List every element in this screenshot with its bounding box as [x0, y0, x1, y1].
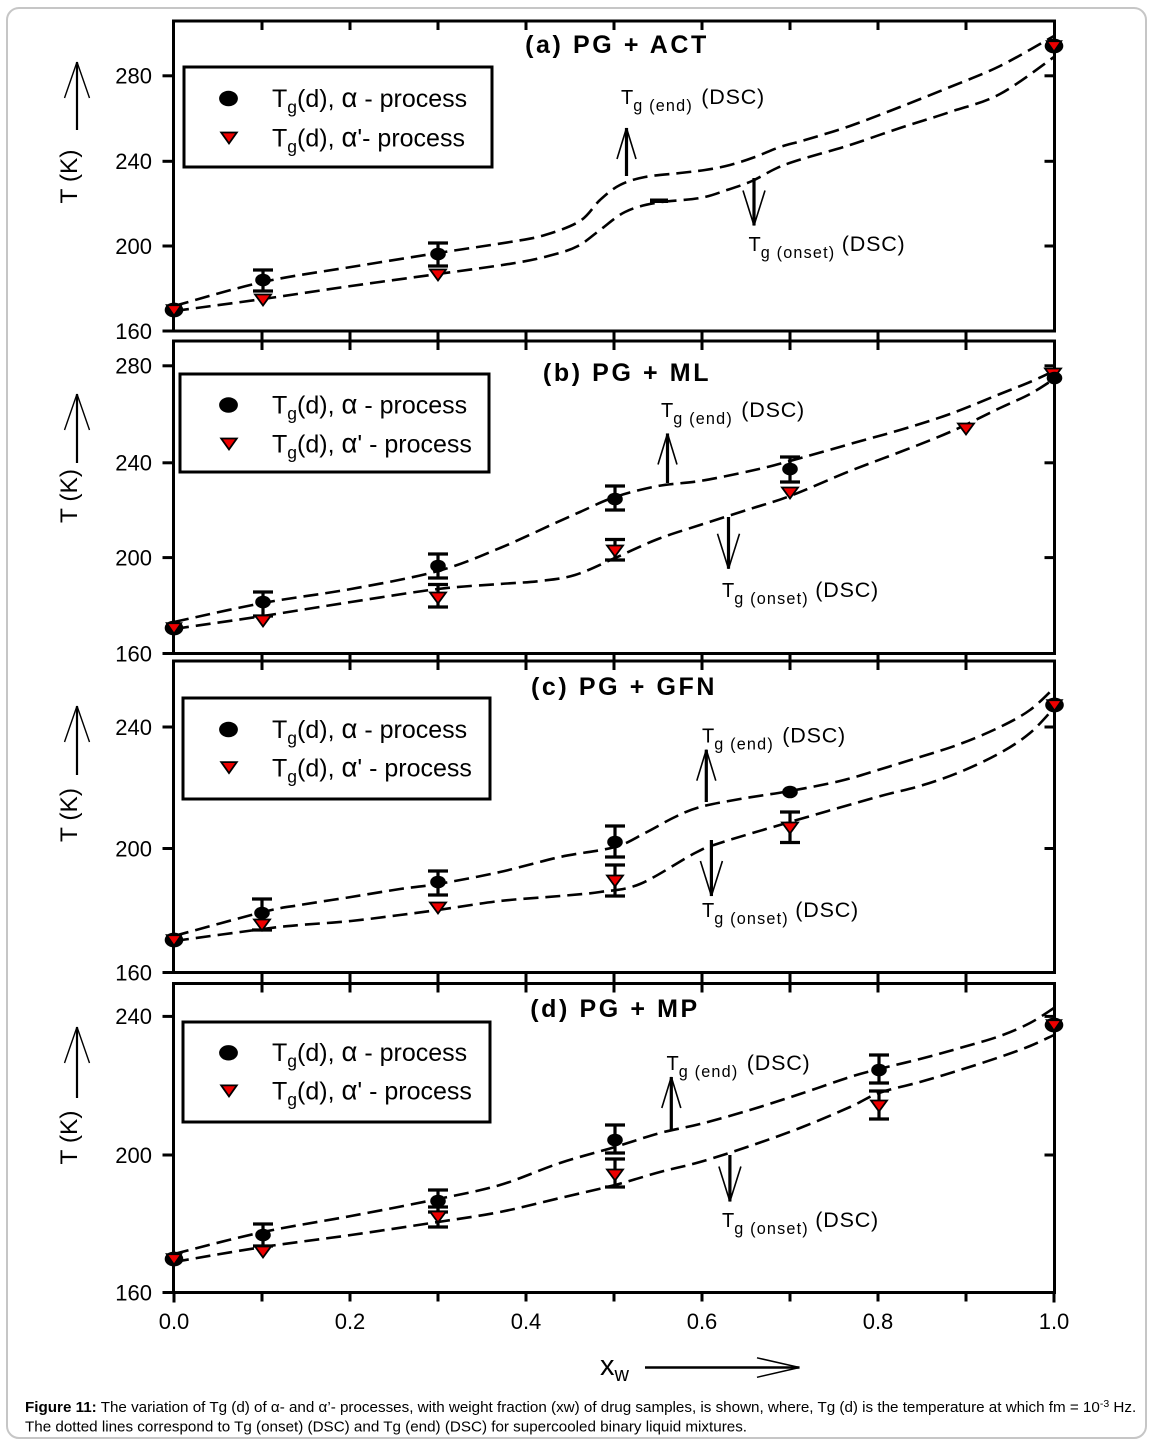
svg-text:Tg (end): Tg (end) — [621, 87, 693, 115]
svg-text:0.0: 0.0 — [159, 1309, 190, 1334]
svg-text:Tg (onset): Tg (onset) — [749, 234, 836, 262]
svg-text:xw: xw — [600, 1350, 630, 1386]
svg-text:240: 240 — [115, 149, 152, 174]
svg-text:160: 160 — [115, 641, 152, 666]
svg-text:(a) PG + ACT: (a) PG + ACT — [525, 31, 709, 59]
svg-text:(b) PG + ML: (b) PG + ML — [543, 359, 711, 387]
svg-text:Tg(d), α - process: Tg(d), α - process — [272, 82, 467, 117]
svg-text:240: 240 — [115, 715, 152, 740]
svg-text:200: 200 — [115, 1143, 152, 1168]
svg-text:Tg (end): Tg (end) — [702, 726, 774, 754]
svg-text:Tg (end): Tg (end) — [661, 400, 733, 428]
svg-text:0.4: 0.4 — [511, 1309, 542, 1334]
svg-text:Tg (onset): Tg (onset) — [702, 900, 789, 928]
svg-text:200: 200 — [115, 836, 152, 861]
svg-text:160: 160 — [115, 319, 152, 344]
svg-text:Tg (onset): Tg (onset) — [722, 580, 809, 608]
svg-text:Tg(d), α'- process: Tg(d), α'- process — [272, 122, 465, 157]
svg-text:(DSC): (DSC) — [795, 898, 859, 922]
svg-text:Tg (end): Tg (end) — [667, 1053, 739, 1081]
svg-text:0.2: 0.2 — [335, 1309, 366, 1334]
svg-text:Tg(d), α - process: Tg(d), α - process — [272, 713, 467, 748]
svg-text:(DSC): (DSC) — [741, 398, 805, 422]
svg-text:Figure 11: The variation of Tg: Figure 11: The variation of Tg (d) of α-… — [25, 1398, 1136, 1416]
svg-text:(DSC): (DSC) — [815, 1208, 879, 1232]
svg-text:(DSC): (DSC) — [782, 724, 846, 748]
svg-text:Tg(d), α - process: Tg(d), α - process — [272, 1036, 467, 1071]
svg-text:Tg(d), α' - process: Tg(d), α' - process — [272, 752, 472, 787]
svg-text:T (K): T (K) — [56, 150, 83, 204]
svg-text:(DSC): (DSC) — [842, 232, 906, 256]
svg-text:Tg (onset): Tg (onset) — [722, 1210, 809, 1238]
svg-text:T (K): T (K) — [56, 788, 83, 842]
svg-text:240: 240 — [115, 1004, 152, 1029]
svg-text:280: 280 — [115, 64, 152, 89]
svg-text:200: 200 — [115, 545, 152, 570]
svg-text:(DSC): (DSC) — [701, 85, 765, 109]
svg-text:T (K): T (K) — [56, 1111, 83, 1165]
svg-text:(c) PG + GFN: (c) PG + GFN — [531, 673, 717, 701]
svg-text:200: 200 — [115, 234, 152, 259]
svg-text:0.6: 0.6 — [687, 1309, 718, 1334]
svg-text:0.8: 0.8 — [863, 1309, 894, 1334]
svg-text:160: 160 — [115, 1280, 152, 1305]
svg-text:Tg(d), α' - process: Tg(d), α' - process — [272, 428, 472, 463]
svg-text:The dotted lines correspond to: The dotted lines correspond to Tg (onset… — [25, 1419, 747, 1436]
svg-text:T (K): T (K) — [56, 469, 83, 523]
svg-text:Tg(d), α - process: Tg(d), α - process — [272, 389, 467, 424]
svg-text:160: 160 — [115, 960, 152, 985]
svg-text:240: 240 — [115, 451, 152, 476]
svg-text:280: 280 — [115, 354, 152, 379]
svg-text:Tg(d), α' - process: Tg(d), α' - process — [272, 1075, 472, 1110]
svg-text:(DSC): (DSC) — [815, 578, 879, 602]
svg-text:(DSC): (DSC) — [747, 1051, 811, 1075]
svg-text:1.0: 1.0 — [1039, 1309, 1070, 1334]
svg-text:(d) PG + MP: (d) PG + MP — [530, 995, 700, 1023]
